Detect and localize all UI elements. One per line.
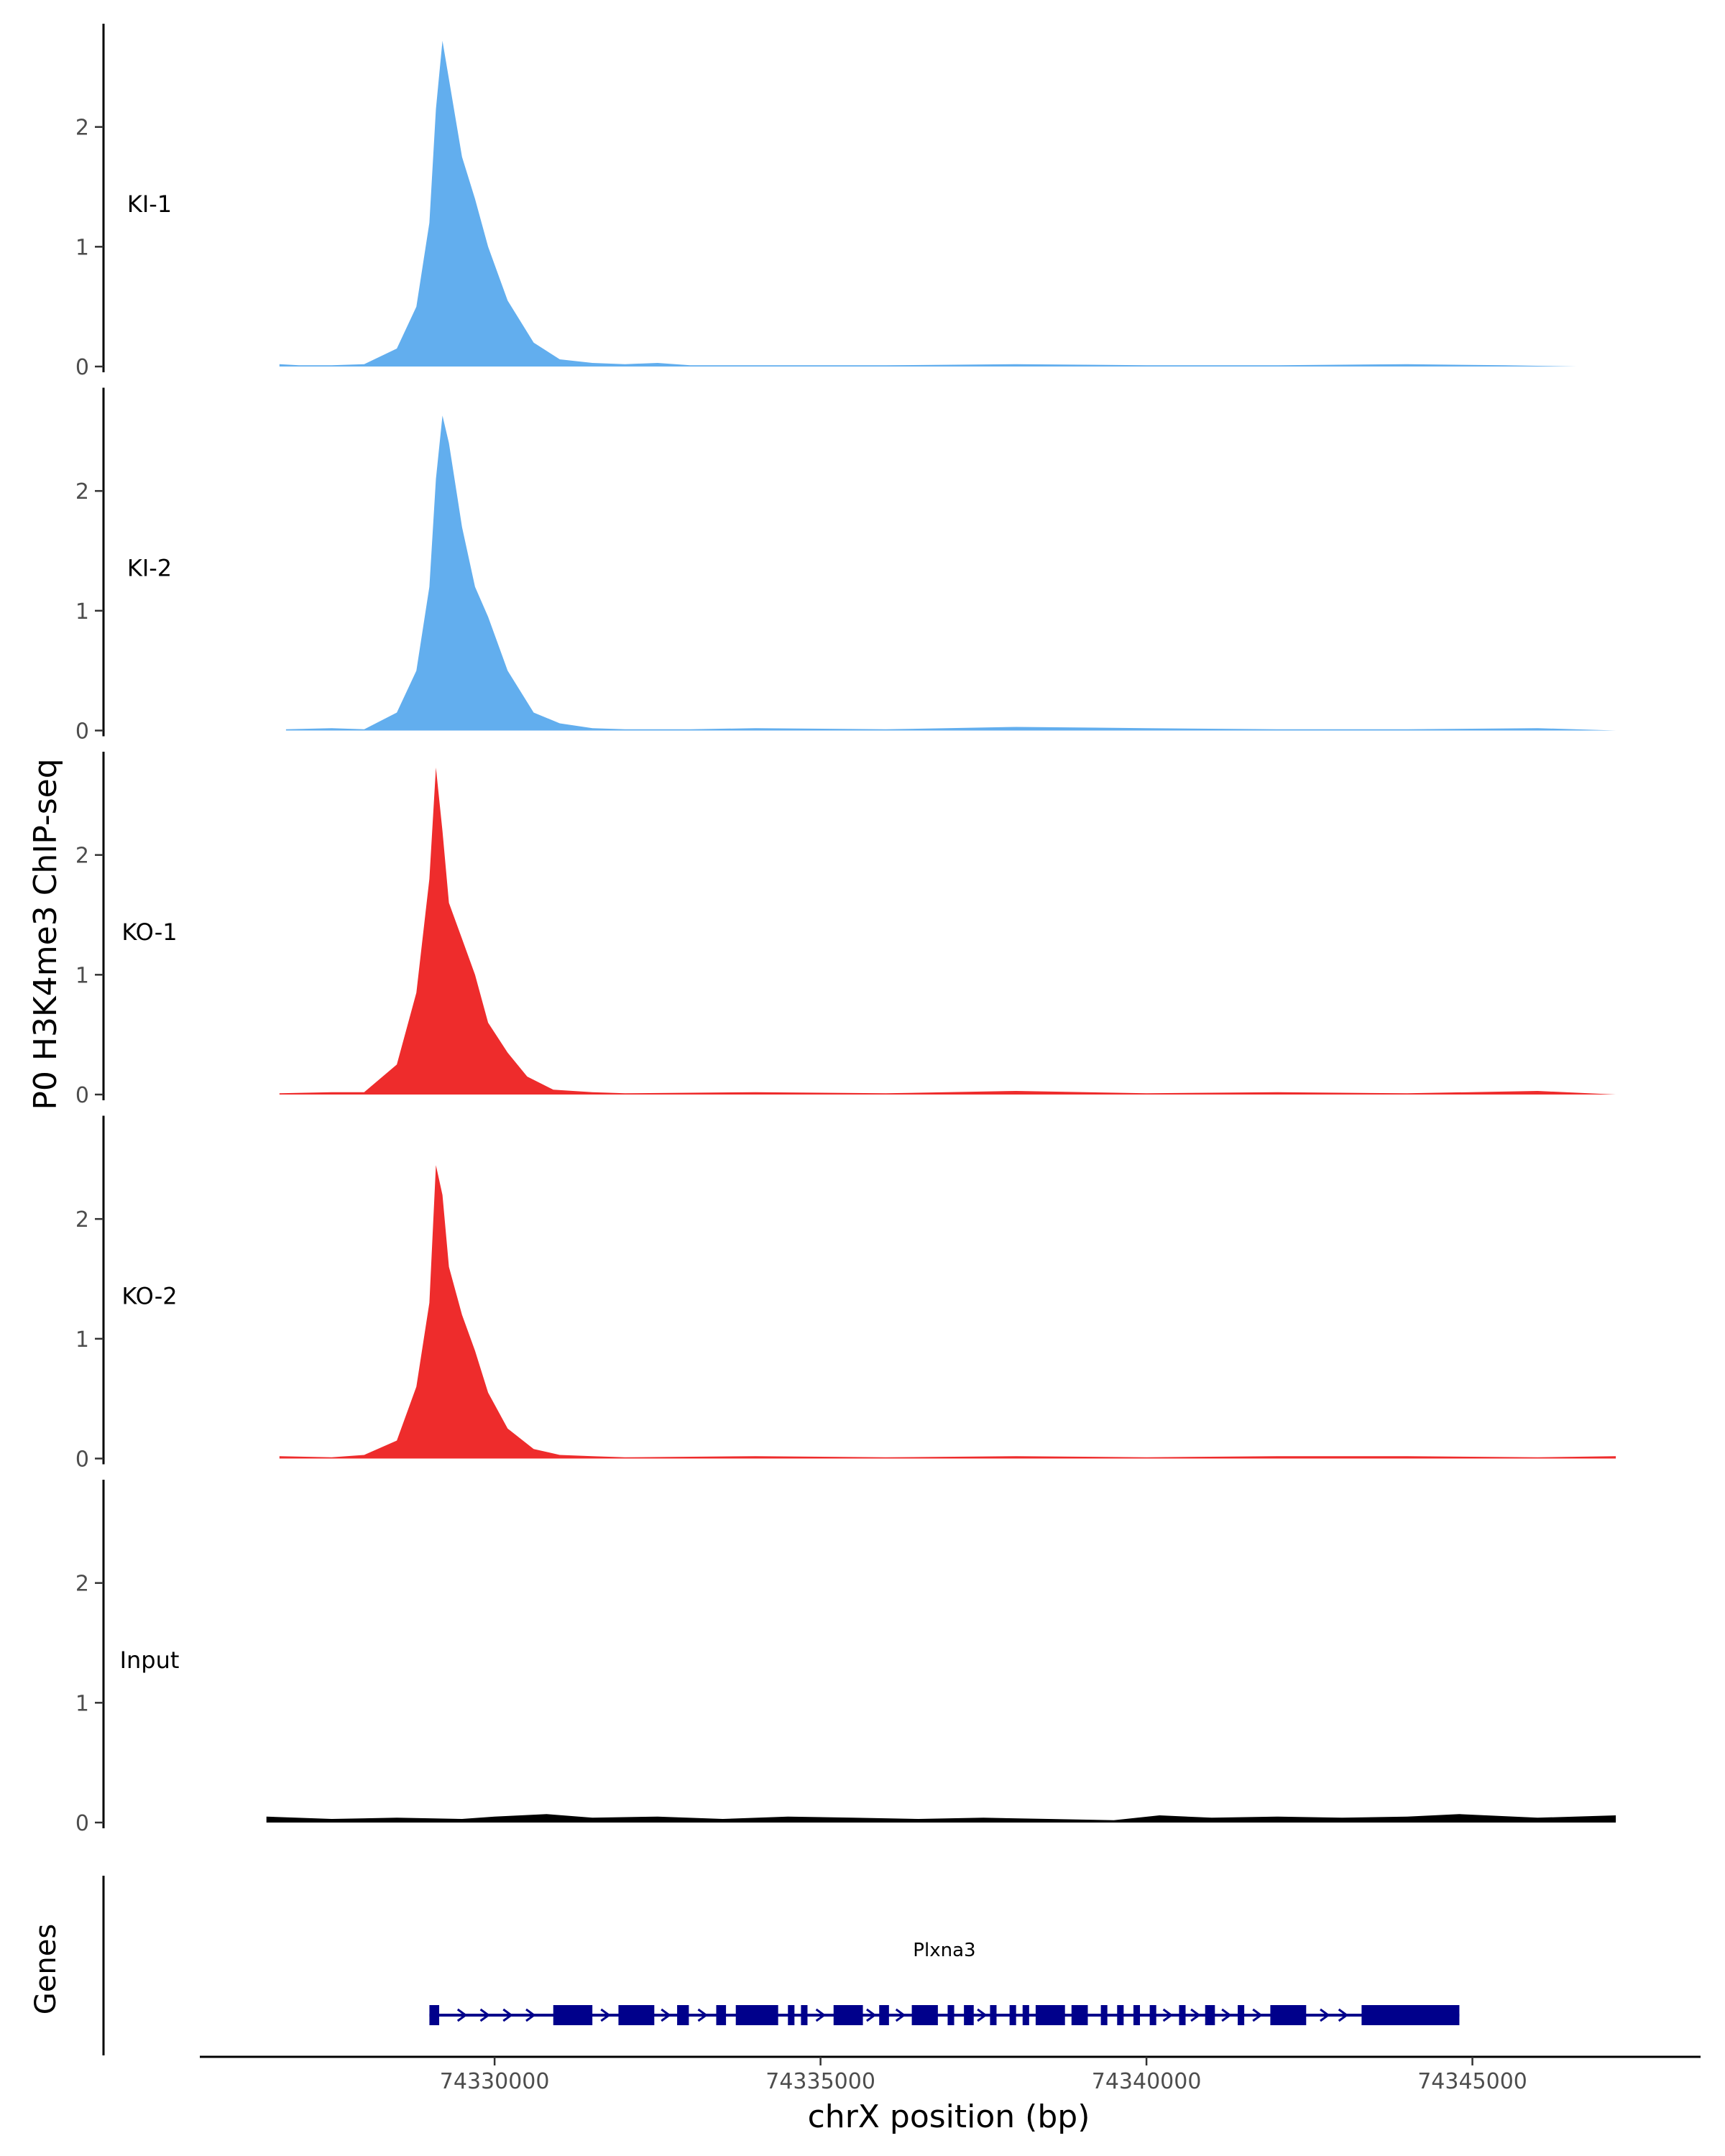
track-label: KO-2 — [121, 1283, 177, 1310]
gene-name: Plxna3 — [913, 1940, 975, 1961]
strand-arrow — [977, 2008, 988, 2022]
x-axis-title: chrX position (bp) — [808, 2099, 1090, 2135]
exon — [911, 2005, 938, 2025]
x-tick-label: 74335000 — [765, 2069, 875, 2094]
strand-arrow — [1190, 2008, 1201, 2022]
track-panel-ko-1: 0 1 2 KO-1 — [75, 752, 1616, 1108]
y-tick-label: 2 — [75, 479, 89, 505]
exon — [1361, 2005, 1460, 2025]
y-tick-label: 2 — [75, 1572, 89, 1597]
track-label: KO-1 — [121, 918, 177, 946]
strand-arrow — [502, 2008, 513, 2022]
exon — [1149, 2005, 1156, 2025]
exon — [553, 2005, 593, 2025]
y-axis-title: P0 H3K4me3 ChIP-seq — [27, 758, 64, 1110]
y-tick-label: 1 — [75, 1691, 89, 1716]
y-tick-label: 2 — [75, 116, 89, 141]
exon — [1270, 2005, 1307, 2025]
exon — [1238, 2005, 1245, 2025]
strand-arrow — [1162, 2008, 1174, 2022]
exon — [1117, 2005, 1124, 2025]
x-tick-label: 74345000 — [1417, 2069, 1527, 2094]
strand-arrow — [1252, 2008, 1263, 2022]
exon — [879, 2005, 889, 2025]
exon — [1100, 2005, 1108, 2025]
y-tick-label: 2 — [75, 844, 89, 869]
exon — [716, 2005, 727, 2025]
gene-track: Genes Plxna3 — [29, 1876, 1460, 2055]
exon — [1179, 2005, 1186, 2025]
x-tick-label: 74330000 — [440, 2069, 550, 2094]
exon — [618, 2005, 655, 2025]
y-tick-label: 1 — [75, 1327, 89, 1353]
track-panel-ko-2: 0 1 2 KO-2 — [75, 1115, 1616, 1473]
strand-arrow — [661, 2008, 671, 2022]
exon — [788, 2005, 795, 2025]
y-tick-label: 0 — [75, 1083, 89, 1108]
y-tick-label: 0 — [75, 1811, 89, 1836]
y-tick-label: 1 — [75, 599, 89, 625]
exon — [964, 2005, 974, 2025]
y-tick-label: 1 — [75, 235, 89, 260]
track-label: KI-1 — [127, 190, 172, 218]
signal-area-ki-2 — [285, 415, 1616, 731]
exon — [735, 2005, 778, 2025]
strand-arrow — [600, 2008, 611, 2022]
y-tick-label: 0 — [75, 719, 89, 745]
strand-arrow — [479, 2008, 491, 2022]
strand-arrow — [1320, 2008, 1330, 2022]
x-tick-label: 74340000 — [1092, 2069, 1202, 2094]
exon — [677, 2005, 689, 2025]
strand-arrow — [525, 2008, 536, 2022]
y-tick-label: 1 — [75, 963, 89, 988]
exon — [1035, 2005, 1065, 2025]
strand-arrow — [895, 2008, 906, 2022]
strand-arrow — [1221, 2008, 1232, 2022]
track-label: Input — [120, 1646, 180, 1674]
signal-area-input — [266, 1814, 1616, 1823]
tracks: 0 1 2 KI-1 0 1 2 KI-2 0 1 2 KO-1 0 1 2 KO-2 0 1 2 Input — [75, 24, 1616, 1836]
signal-area-ko-1 — [279, 768, 1616, 1095]
genes-label: Genes — [29, 1924, 63, 2014]
track-label: KI-2 — [127, 555, 172, 582]
strand-arrow — [815, 2008, 827, 2022]
y-tick-label: 2 — [75, 1207, 89, 1233]
exon — [947, 2005, 954, 2025]
exon — [833, 2005, 863, 2025]
strand-arrow — [456, 2008, 468, 2022]
exon — [1022, 2005, 1029, 2025]
y-tick-label: 0 — [75, 1447, 89, 1473]
exon — [1009, 2005, 1016, 2025]
exon — [1071, 2005, 1088, 2025]
y-tick-label: 0 — [75, 355, 89, 380]
signal-area-ki-1 — [279, 40, 1577, 367]
signal-area-ko-2 — [279, 1165, 1616, 1459]
strand-arrow — [697, 2008, 709, 2022]
exon — [801, 2005, 808, 2025]
x-axis: 74330000 74335000 74340000 74345000 — [200, 2055, 1701, 2094]
exon — [429, 2005, 440, 2025]
strand-arrow — [866, 2008, 877, 2022]
exon — [990, 2005, 997, 2025]
track-panel-input: 0 1 2 Input — [75, 1480, 1616, 1836]
track-panel-ki-1: 0 1 2 KI-1 — [75, 24, 1577, 380]
strand-arrow — [1338, 2008, 1349, 2022]
exon — [1133, 2005, 1141, 2025]
exon — [1205, 2005, 1215, 2025]
track-panel-ki-2: 0 1 2 KI-2 — [75, 387, 1616, 745]
